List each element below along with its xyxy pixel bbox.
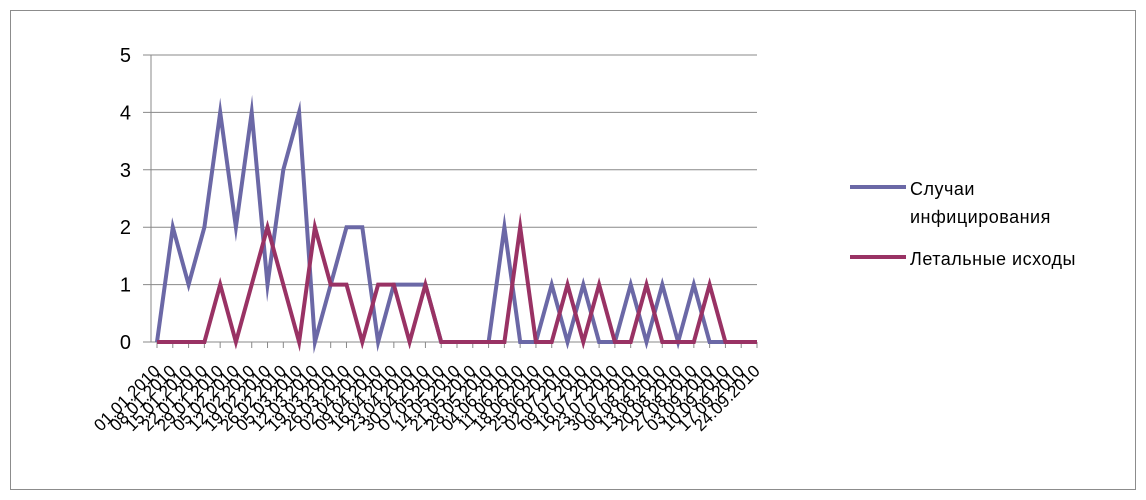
legend-swatch-infections [850,185,906,189]
legend-item-deaths: Летальные исходы [850,245,1130,273]
y-tick-label: 3 [120,160,131,182]
y-tick-label: 5 [120,45,131,67]
legend-swatch-deaths [850,255,906,259]
y-tick-label: 0 [120,332,131,354]
chart-legend: Случаи инфицирования Летальные исходы [850,175,1130,287]
legend-label-infections: Случаи инфицирования [910,179,1051,227]
y-tick-label: 2 [120,217,131,239]
chart-frame [10,10,1136,490]
legend-label-deaths: Летальные исходы [910,249,1076,269]
y-tick-label: 1 [120,275,131,297]
series-line-deaths [157,212,757,352]
legend-item-infections: Случаи инфицирования [850,175,1130,231]
y-tick-label: 4 [120,102,131,124]
